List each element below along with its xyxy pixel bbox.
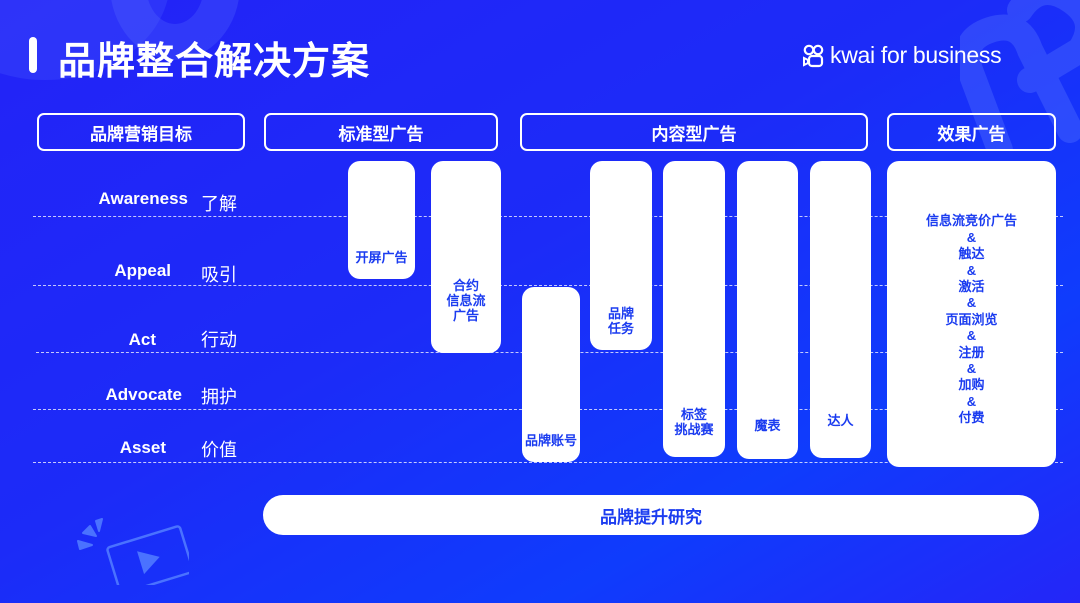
stage-label-cn: 行动 bbox=[201, 330, 237, 350]
stage-label-en: Advocate bbox=[105, 385, 182, 404]
page-title: 品牌整合解决方案 bbox=[58, 41, 371, 83]
card-line: 激活 bbox=[958, 278, 985, 294]
card-label: 开屏广告 bbox=[355, 250, 408, 265]
card-line: 信息流竞价广告 bbox=[925, 213, 1017, 229]
card-line: & bbox=[966, 295, 977, 311]
card-influencer: 达人 bbox=[810, 161, 871, 458]
stage-label-cn: 吸引 bbox=[201, 265, 237, 285]
card-label: 合约 信息流 广告 bbox=[446, 278, 486, 323]
divider-line bbox=[33, 216, 1063, 217]
card-brand-task: 品牌 任务 bbox=[590, 161, 652, 350]
card-line: & bbox=[966, 361, 977, 377]
kwai-logo: kwai for business bbox=[802, 42, 1002, 69]
card-line: 加购 bbox=[958, 377, 985, 393]
card-label: 标签 挑战赛 bbox=[674, 407, 714, 437]
card-brand-account: 品牌账号 bbox=[522, 287, 580, 462]
card-magic-filter: 魔表 bbox=[737, 161, 798, 459]
stage-label-cn: 了解 bbox=[201, 194, 237, 214]
card-label: 魔表 bbox=[754, 418, 781, 433]
card-line: 页面浏览 bbox=[945, 311, 998, 327]
card-label: 达人 bbox=[827, 413, 854, 428]
header-standard-ads: 标准型广告 bbox=[264, 113, 498, 151]
stage-label-cn: 价值 bbox=[201, 440, 237, 460]
card-line: & bbox=[966, 229, 977, 245]
card-line: 付费 bbox=[958, 410, 985, 426]
card-line: & bbox=[966, 393, 977, 409]
card-label: 品牌账号 bbox=[524, 433, 577, 448]
video-play-icon bbox=[77, 518, 189, 585]
brand-lift-study-bar: 品牌提升研究 bbox=[263, 495, 1039, 535]
header-marketing-goals: 品牌营销目标 bbox=[37, 113, 245, 151]
card-performance-ad: 信息流竞价广告 & 触达 & 激活 & 页面浏览 & 注册 & 加购 & 付费 bbox=[887, 161, 1056, 467]
header-content-ads: 内容型广告 bbox=[520, 113, 868, 151]
stage-label-en: Awareness bbox=[98, 189, 188, 208]
divider-line bbox=[33, 285, 1063, 286]
card-hashtag-challenge: 标签 挑战赛 bbox=[663, 161, 725, 457]
title-accent-bar bbox=[29, 37, 37, 73]
card-line: 触达 bbox=[958, 246, 985, 262]
stage-label-cn: 拥护 bbox=[201, 387, 237, 407]
card-line: 注册 bbox=[958, 344, 985, 360]
card-splash-ad: 开屏广告 bbox=[348, 161, 415, 279]
logo-text: kwai for business bbox=[830, 42, 1002, 68]
card-line: & bbox=[966, 262, 977, 278]
stage-label-en: Asset bbox=[119, 438, 166, 457]
card-contract-feed-ad: 合约 信息流 广告 bbox=[431, 161, 501, 353]
kwai-camera-icon bbox=[803, 44, 824, 67]
bottom-bar-label: 品牌提升研究 bbox=[600, 507, 702, 527]
header-performance-ads: 效果广告 bbox=[887, 113, 1056, 151]
stage-label-en: Act bbox=[128, 330, 156, 349]
stage-label-en: Appeal bbox=[114, 261, 171, 280]
card-label: 品牌 任务 bbox=[607, 306, 634, 336]
divider-line bbox=[33, 462, 1063, 463]
card-line: & bbox=[966, 328, 977, 344]
